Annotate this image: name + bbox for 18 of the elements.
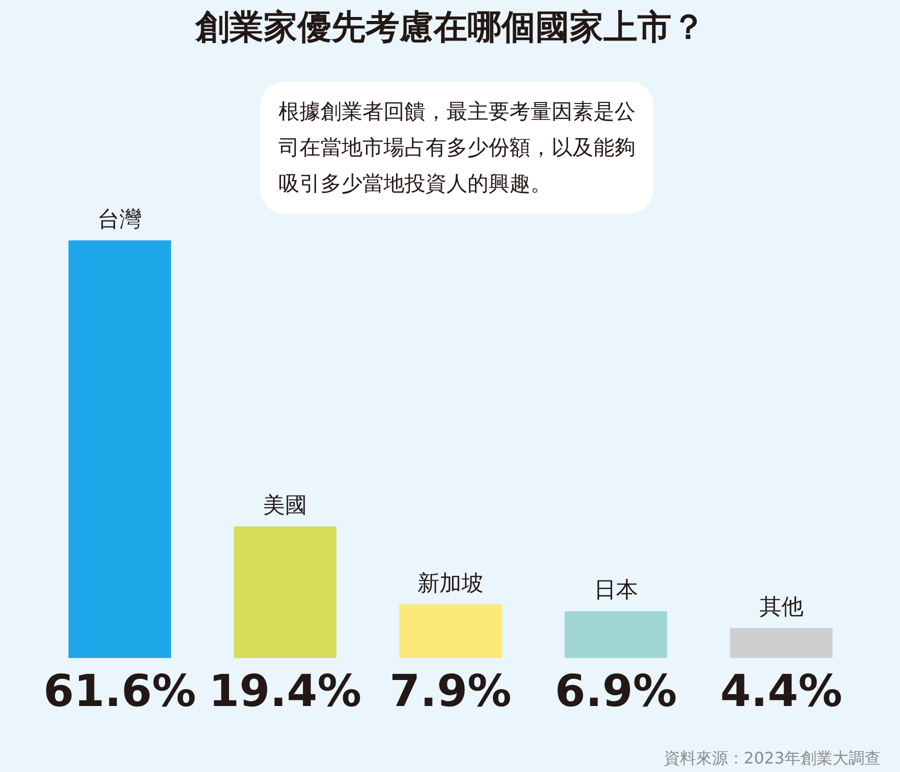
- x-tick-label: 新加坡: [418, 571, 484, 596]
- x-tick-label: 美國: [263, 493, 308, 518]
- data-label: 19.4%: [208, 666, 362, 717]
- bar: [564, 611, 668, 658]
- data-label: 61.6%: [43, 666, 196, 717]
- bar: [399, 604, 502, 658]
- x-tick-label: 其他: [759, 595, 804, 620]
- x-tick-label: 台灣: [98, 207, 142, 232]
- bar: [234, 526, 336, 658]
- data-label: 4.4%: [720, 666, 842, 717]
- source-note: 資料來源：2023年創業大調查: [664, 748, 880, 768]
- chart-title: 創業家優先考慮在哪個國家上市？: [194, 8, 706, 48]
- bar: [68, 240, 171, 658]
- data-label: 7.9%: [389, 666, 512, 717]
- x-tick-label: 日本: [594, 578, 638, 604]
- bar: [730, 628, 833, 658]
- text: 根據創業者回饋，最主要考量因素是公司在當地市場占有多少份額，以及能夠吸引多少當地投資人的興趣。: [278, 100, 636, 196]
- data-label: 6.9%: [554, 666, 677, 717]
